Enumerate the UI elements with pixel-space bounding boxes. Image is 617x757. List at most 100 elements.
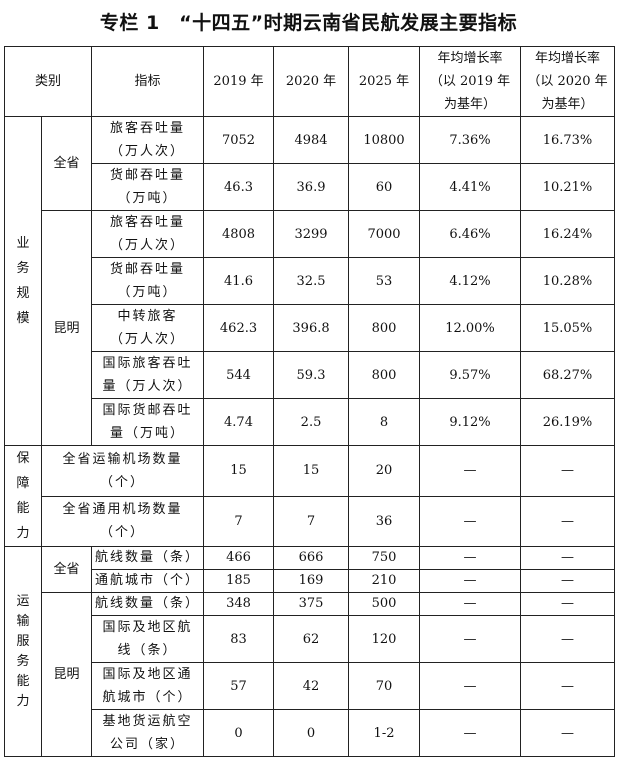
header-2019: 2019 年 (203, 46, 275, 117)
value-2025-cell: 120 (348, 615, 421, 663)
growth-2019-cell: — (419, 569, 522, 593)
header-growth-2020: 年均增长率 （以 2020 年 为基年） (520, 46, 616, 117)
indicator-cell: 航线数量（条） (91, 546, 205, 570)
header-indicator: 指标 (91, 46, 205, 117)
growth-2020-cell: 16.73% (520, 116, 616, 164)
value-2020-cell: 375 (273, 592, 350, 616)
value-2019-cell: 15 (203, 445, 275, 497)
value-2020-cell: 42 (273, 662, 350, 710)
value-2019-cell: 466 (203, 546, 275, 570)
value-2020-cell: 2.5 (273, 398, 350, 446)
value-2025-cell: 500 (348, 592, 421, 616)
category-cell: 业 务 规 模 (4, 116, 42, 446)
region-cell: 昆明 (40, 592, 93, 757)
value-2019-cell: 0 (203, 709, 275, 757)
indicator-cell: 旅客吞吐量 （万人次） (91, 210, 205, 258)
indicator-cell: 基地货运航空 公司（家） (91, 709, 205, 757)
table-row: 国际货邮吞吐 量（万吨） 4.74 2.5 8 9.12% 26.19% (5, 398, 616, 446)
indicator-cell: 全省运输机场数量 （个） (40, 445, 205, 497)
region-cell: 昆明 (40, 210, 93, 446)
value-2019-cell: 348 (203, 592, 275, 616)
table-title: 专栏 1 “十四五”时期云南省民航发展主要指标 (99, 12, 518, 34)
growth-2020-cell: — (520, 592, 616, 616)
table-row: 货邮吞吐量 （万吨） 41.6 32.5 53 4.12% 10.28% (5, 257, 616, 305)
growth-2020-cell: 16.24% (520, 210, 616, 258)
indicator-cell: 国际货邮吞吐 量（万吨） (91, 398, 205, 446)
indicator-cell: 国际及地区通 航城市（个） (91, 662, 205, 710)
table-row: 昆明 航线数量（条） 348 375 500— — (5, 592, 616, 757)
table-row: 保 障 能 力全省运输机场数量 （个） 15 15 20— — (4, 445, 616, 547)
growth-2020-cell: — (520, 709, 616, 757)
value-2025-cell: 750 (348, 546, 421, 570)
table-row: 基地货运航空 公司（家） 0 0 1-2— — (5, 709, 616, 757)
table-row: 通航城市（个） 185 169 210— — (5, 569, 616, 593)
category-cell: 运 输 服 务 能 力 (4, 546, 42, 757)
table-row: 国际旅客吞吐 量（万人次） 544 59.3 800 9.57% 68.27% (5, 351, 616, 399)
value-2020-cell: 3299 (273, 210, 350, 258)
table-row: 国际及地区通 航城市（个） 57 42 70— — (5, 662, 616, 710)
header-2025: 2025 年 (348, 46, 421, 117)
indicator-cell: 货邮吞吐量 （万吨） (91, 257, 205, 305)
value-2025-cell: 8 (348, 398, 421, 446)
indicator-cell: 货邮吞吐量 （万吨） (91, 163, 205, 211)
table-row: 昆明 旅客吞吐量 （万人次） 4808 3299 7000 6.46% 16.24% (5, 210, 616, 446)
indicator-cell: 通航城市（个） (91, 569, 205, 593)
value-2025-cell: 60 (348, 163, 421, 211)
growth-2019-cell: 4.41% (419, 163, 522, 211)
value-2025-cell: 20 (348, 445, 421, 497)
growth-2020-cell: 68.27% (520, 351, 616, 399)
growth-2020-cell: — (520, 662, 616, 710)
value-2025-cell: 10800 (348, 116, 421, 164)
value-2019-cell: 57 (203, 662, 275, 710)
value-2025-cell: 800 (348, 351, 421, 399)
growth-2019-cell: — (419, 709, 522, 757)
value-2019-cell: 4808 (203, 210, 275, 258)
value-2019-cell: 7 (203, 495, 275, 547)
category-cell: 保 障 能 力 (4, 445, 42, 547)
growth-2020-cell: — (520, 569, 616, 593)
growth-2020-cell: 10.21% (520, 163, 616, 211)
value-2025-cell: 7000 (348, 210, 421, 258)
value-2020-cell: 4984 (273, 116, 350, 164)
value-2019-cell: 462.3 (203, 304, 275, 352)
value-2020-cell: 59.3 (273, 351, 350, 399)
value-2020-cell: 396.8 (273, 304, 350, 352)
growth-2019-cell: 4.12% (419, 257, 522, 305)
growth-2019-cell: 7.36% (419, 116, 522, 164)
header-row: 类别 指标 2019 年 2020 年 2025 年 年均增长率 （以 2019… (3, 46, 616, 117)
table-row: 运 输 服 务 能 力全省 航线数量（条） 466 666 750— — (4, 546, 616, 757)
growth-2019-cell: — (419, 546, 522, 570)
region-cell: 全省 (40, 116, 93, 211)
value-2019-cell: 46.3 (203, 163, 275, 211)
value-2025-cell: 800 (348, 304, 421, 352)
header-growth-2019: 年均增长率 （以 2019 年 为基年） (419, 46, 522, 117)
value-2025-cell: 1-2 (348, 709, 421, 757)
table-row: 货邮吞吐量 （万吨） 46.3 36.9 60 4.41% 10.21% (5, 163, 616, 211)
indicator-cell: 全省通用机场数量 （个） (40, 495, 205, 547)
growth-2019-cell: — (419, 495, 522, 547)
growth-2019-cell: 9.12% (419, 398, 522, 446)
growth-2019-cell: — (419, 662, 522, 710)
value-2019-cell: 7052 (203, 116, 275, 164)
value-2019-cell: 544 (203, 351, 275, 399)
growth-2020-cell: 26.19% (520, 398, 616, 446)
indicator-cell: 国际及地区航 线（条） (91, 615, 205, 663)
growth-2020-cell: — (520, 495, 616, 547)
growth-2019-cell: 12.00% (419, 304, 522, 352)
table-row: 全省通用机场数量 （个） 7 7 36— — (5, 495, 616, 547)
indicator-cell: 航线数量（条） (91, 592, 205, 616)
header-2020: 2020 年 (273, 46, 350, 117)
growth-2020-cell: 10.28% (520, 257, 616, 305)
value-2020-cell: 62 (273, 615, 350, 663)
growth-2020-cell: — (520, 445, 616, 497)
value-2025-cell: 53 (348, 257, 421, 305)
value-2020-cell: 15 (273, 445, 350, 497)
region-cell: 全省 (40, 546, 93, 593)
value-2020-cell: 36.9 (273, 163, 350, 211)
growth-2019-cell: — (419, 615, 522, 663)
value-2025-cell: 36 (348, 495, 421, 547)
table-row: 国际及地区航 线（条） 83 62 120— — (5, 615, 616, 663)
header-category: 类别 (3, 46, 93, 117)
growth-2020-cell: 15.05% (520, 304, 616, 352)
value-2019-cell: 4.74 (203, 398, 275, 446)
